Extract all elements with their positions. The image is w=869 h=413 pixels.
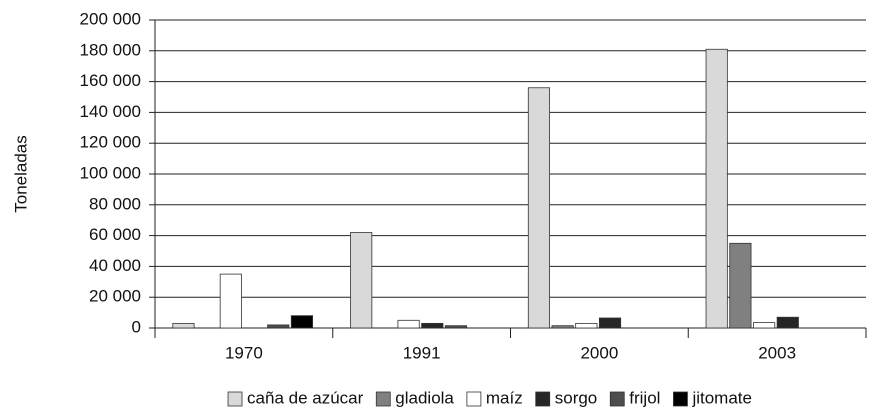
- legend-label: gladiola: [395, 388, 454, 407]
- legend-swatch: [375, 391, 391, 407]
- legend-label: sorgo: [555, 388, 598, 407]
- bar: [753, 322, 776, 329]
- y-tick-label: 160 000: [80, 71, 141, 90]
- y-tick-label: 100 000: [80, 163, 141, 182]
- bar: [551, 325, 574, 329]
- y-tick-label: 140 000: [80, 102, 141, 121]
- x-tick-label: 1970: [225, 343, 263, 362]
- y-tick-label: 200 000: [80, 9, 141, 28]
- x-tick-label: 1991: [403, 343, 441, 362]
- legend-swatch: [673, 391, 688, 407]
- y-axis-title: Toneladas: [11, 135, 30, 213]
- legend-label: frijol: [629, 388, 660, 407]
- y-tick-label: 80 000: [89, 194, 141, 213]
- y-tick-label: 0: [132, 317, 141, 336]
- bar: [267, 324, 290, 329]
- y-tick-label: 180 000: [80, 40, 141, 59]
- y-tick-label: 40 000: [89, 256, 141, 275]
- bar: [527, 87, 551, 329]
- bar: [444, 325, 468, 329]
- legend-swatch: [609, 391, 625, 407]
- bar: [598, 317, 622, 329]
- legend-label: maíz: [486, 388, 523, 407]
- bar: [575, 322, 598, 329]
- legend-swatch: [466, 391, 482, 407]
- bar: [421, 322, 444, 329]
- legend-label: caña de azúcar: [247, 388, 364, 407]
- bar: [172, 322, 195, 329]
- bar: [290, 315, 314, 329]
- y-tick-label: 60 000: [89, 225, 141, 244]
- bar: [776, 316, 799, 329]
- y-tick-label: 120 000: [80, 133, 141, 152]
- bar: [397, 319, 420, 329]
- bar: [705, 48, 728, 329]
- x-tick-label: 2000: [580, 343, 618, 362]
- legend-label: jitomate: [691, 388, 752, 407]
- legend-swatch: [227, 391, 243, 407]
- x-tick-label: 2003: [758, 343, 796, 362]
- bar: [729, 242, 752, 329]
- bar: [219, 273, 242, 329]
- bar: [350, 232, 373, 329]
- legend-swatch: [535, 391, 551, 407]
- y-tick-label: 20 000: [89, 287, 141, 306]
